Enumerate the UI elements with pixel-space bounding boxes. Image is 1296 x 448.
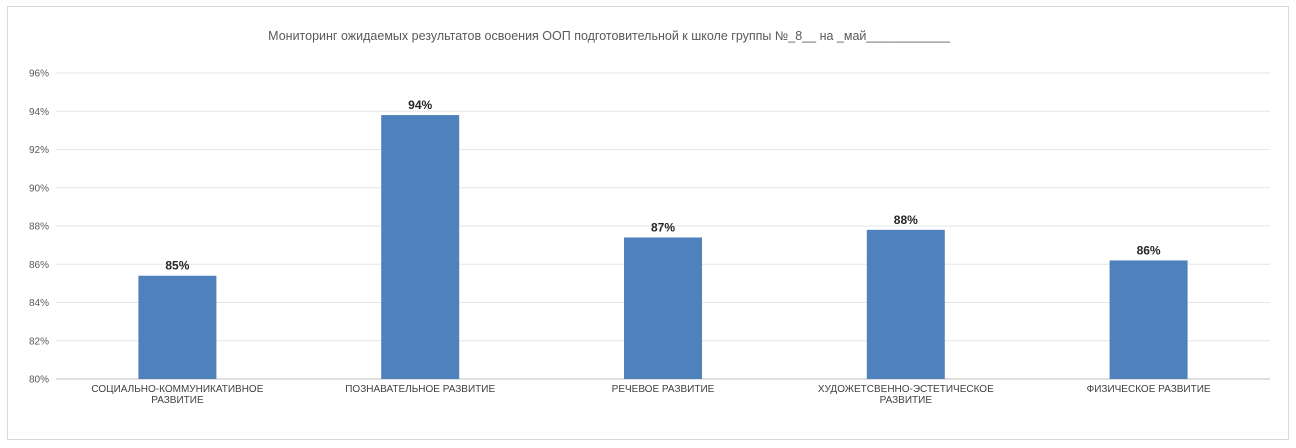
bar-chart: Мониторинг ожидаемых результатов освоени… — [29, 29, 1270, 406]
x-category-label: РАЗВИТИЕ — [880, 395, 933, 406]
y-tick-label: 80% — [29, 375, 49, 386]
y-tick-label: 90% — [29, 183, 49, 194]
bar — [866, 229, 945, 379]
y-tick-label: 94% — [29, 107, 49, 118]
data-label: 94% — [408, 98, 432, 112]
y-tick-label: 82% — [29, 336, 49, 347]
y-tick-label: 96% — [29, 69, 49, 80]
bar — [1109, 260, 1188, 379]
x-category-label: ПОЗНАВАТЕЛЬНОЕ РАЗВИТИЕ — [345, 384, 495, 395]
x-category-label: РЕЧЕВОЕ РАЗВИТИЕ — [612, 384, 715, 395]
chart-title: Мониторинг ожидаемых результатов освоени… — [268, 29, 951, 43]
y-tick-label: 88% — [29, 222, 49, 233]
x-category-label: ФИЗИЧЕСКОЕ РАЗВИТИЕ — [1087, 384, 1211, 395]
bar — [624, 237, 702, 379]
y-tick-label: 92% — [29, 145, 49, 156]
y-tick-label: 84% — [29, 298, 49, 309]
bars — [138, 115, 1188, 379]
x-category-label: РАЗВИТИЕ — [151, 395, 204, 406]
data-labels: 85% 94% 87% 88% 86% — [165, 98, 1161, 273]
bar — [138, 275, 217, 379]
data-label: 85% — [165, 259, 189, 273]
data-label: 88% — [894, 213, 918, 227]
data-label: 86% — [1137, 243, 1161, 257]
y-tick-label: 86% — [29, 260, 49, 271]
bar — [381, 115, 460, 379]
x-category-label: ХУДОЖЕТСВЕННО-ЭСТЕТИЧЕСКОЕ — [818, 384, 994, 395]
x-category-label: СОЦИАЛЬНО-КОММУНИКАТИВНОЕ — [91, 384, 263, 395]
y-axis-ticks: 80% 82% 84% 86% 88% 90% 92% 94% 96% — [29, 69, 49, 386]
gridlines — [56, 72, 1270, 380]
chart-frame: Мониторинг ожидаемых результатов освоени… — [7, 6, 1289, 440]
data-label: 87% — [651, 220, 675, 234]
x-axis-categories: СОЦИАЛЬНО-КОММУНИКАТИВНОЕРАЗВИТИЕПОЗНАВА… — [91, 384, 1210, 406]
